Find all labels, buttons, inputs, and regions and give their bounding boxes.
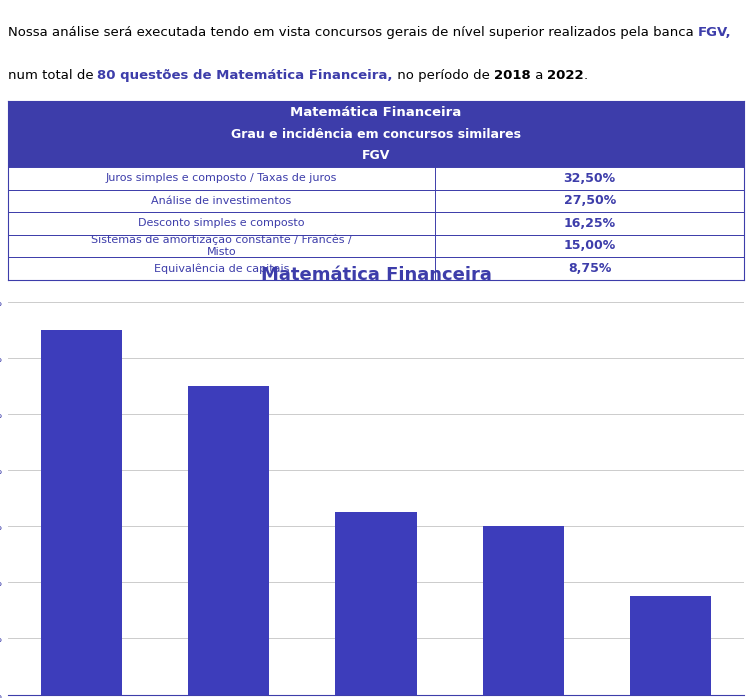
Text: 2018: 2018	[494, 69, 531, 82]
Text: 8,75%: 8,75%	[568, 262, 611, 275]
Bar	[483, 526, 564, 695]
Bar	[8, 190, 744, 212]
Text: a: a	[531, 69, 547, 82]
Text: Equivalência de capitais: Equivalência de capitais	[153, 263, 289, 274]
Text: num total de: num total de	[8, 69, 98, 82]
Bar	[188, 386, 269, 695]
Text: Nossa análise será executada tendo em vista concursos gerais de nível superior r: Nossa análise será executada tendo em vi…	[8, 27, 698, 39]
Text: no período de: no período de	[393, 69, 494, 82]
Text: 2022: 2022	[547, 69, 584, 82]
Text: .: .	[584, 69, 588, 82]
Text: Juros simples e composto / Taxas de juros: Juros simples e composto / Taxas de juro…	[105, 173, 337, 184]
Text: 16,25%: 16,25%	[564, 217, 616, 230]
Bar	[8, 101, 744, 167]
Text: 15,00%: 15,00%	[563, 239, 616, 253]
Text: Desconto simples e composto: Desconto simples e composto	[138, 218, 305, 228]
Text: 80 questões de Matemática Financeira,: 80 questões de Matemática Financeira,	[98, 69, 393, 82]
Text: Análise de investimentos: Análise de investimentos	[151, 196, 291, 206]
Bar	[8, 235, 744, 257]
Text: 27,50%: 27,50%	[563, 194, 616, 207]
Text: FGV: FGV	[362, 149, 390, 162]
Title: Matemática Financeira: Matemática Financeira	[260, 266, 492, 283]
Bar	[335, 512, 417, 695]
Text: 32,50%: 32,50%	[564, 172, 616, 185]
Text: FGV,: FGV,	[698, 27, 731, 39]
Bar	[630, 596, 711, 695]
Bar	[8, 167, 744, 190]
Text: Grau e incidência em concursos similares: Grau e incidência em concursos similares	[231, 128, 521, 140]
Bar	[41, 330, 122, 695]
Text: Matemática Financeira: Matemática Financeira	[290, 106, 462, 119]
Text: Sistemas de amortização constante / Francês /
Misto: Sistemas de amortização constante / Fran…	[91, 235, 352, 258]
Bar	[8, 212, 744, 235]
Bar	[8, 257, 744, 280]
